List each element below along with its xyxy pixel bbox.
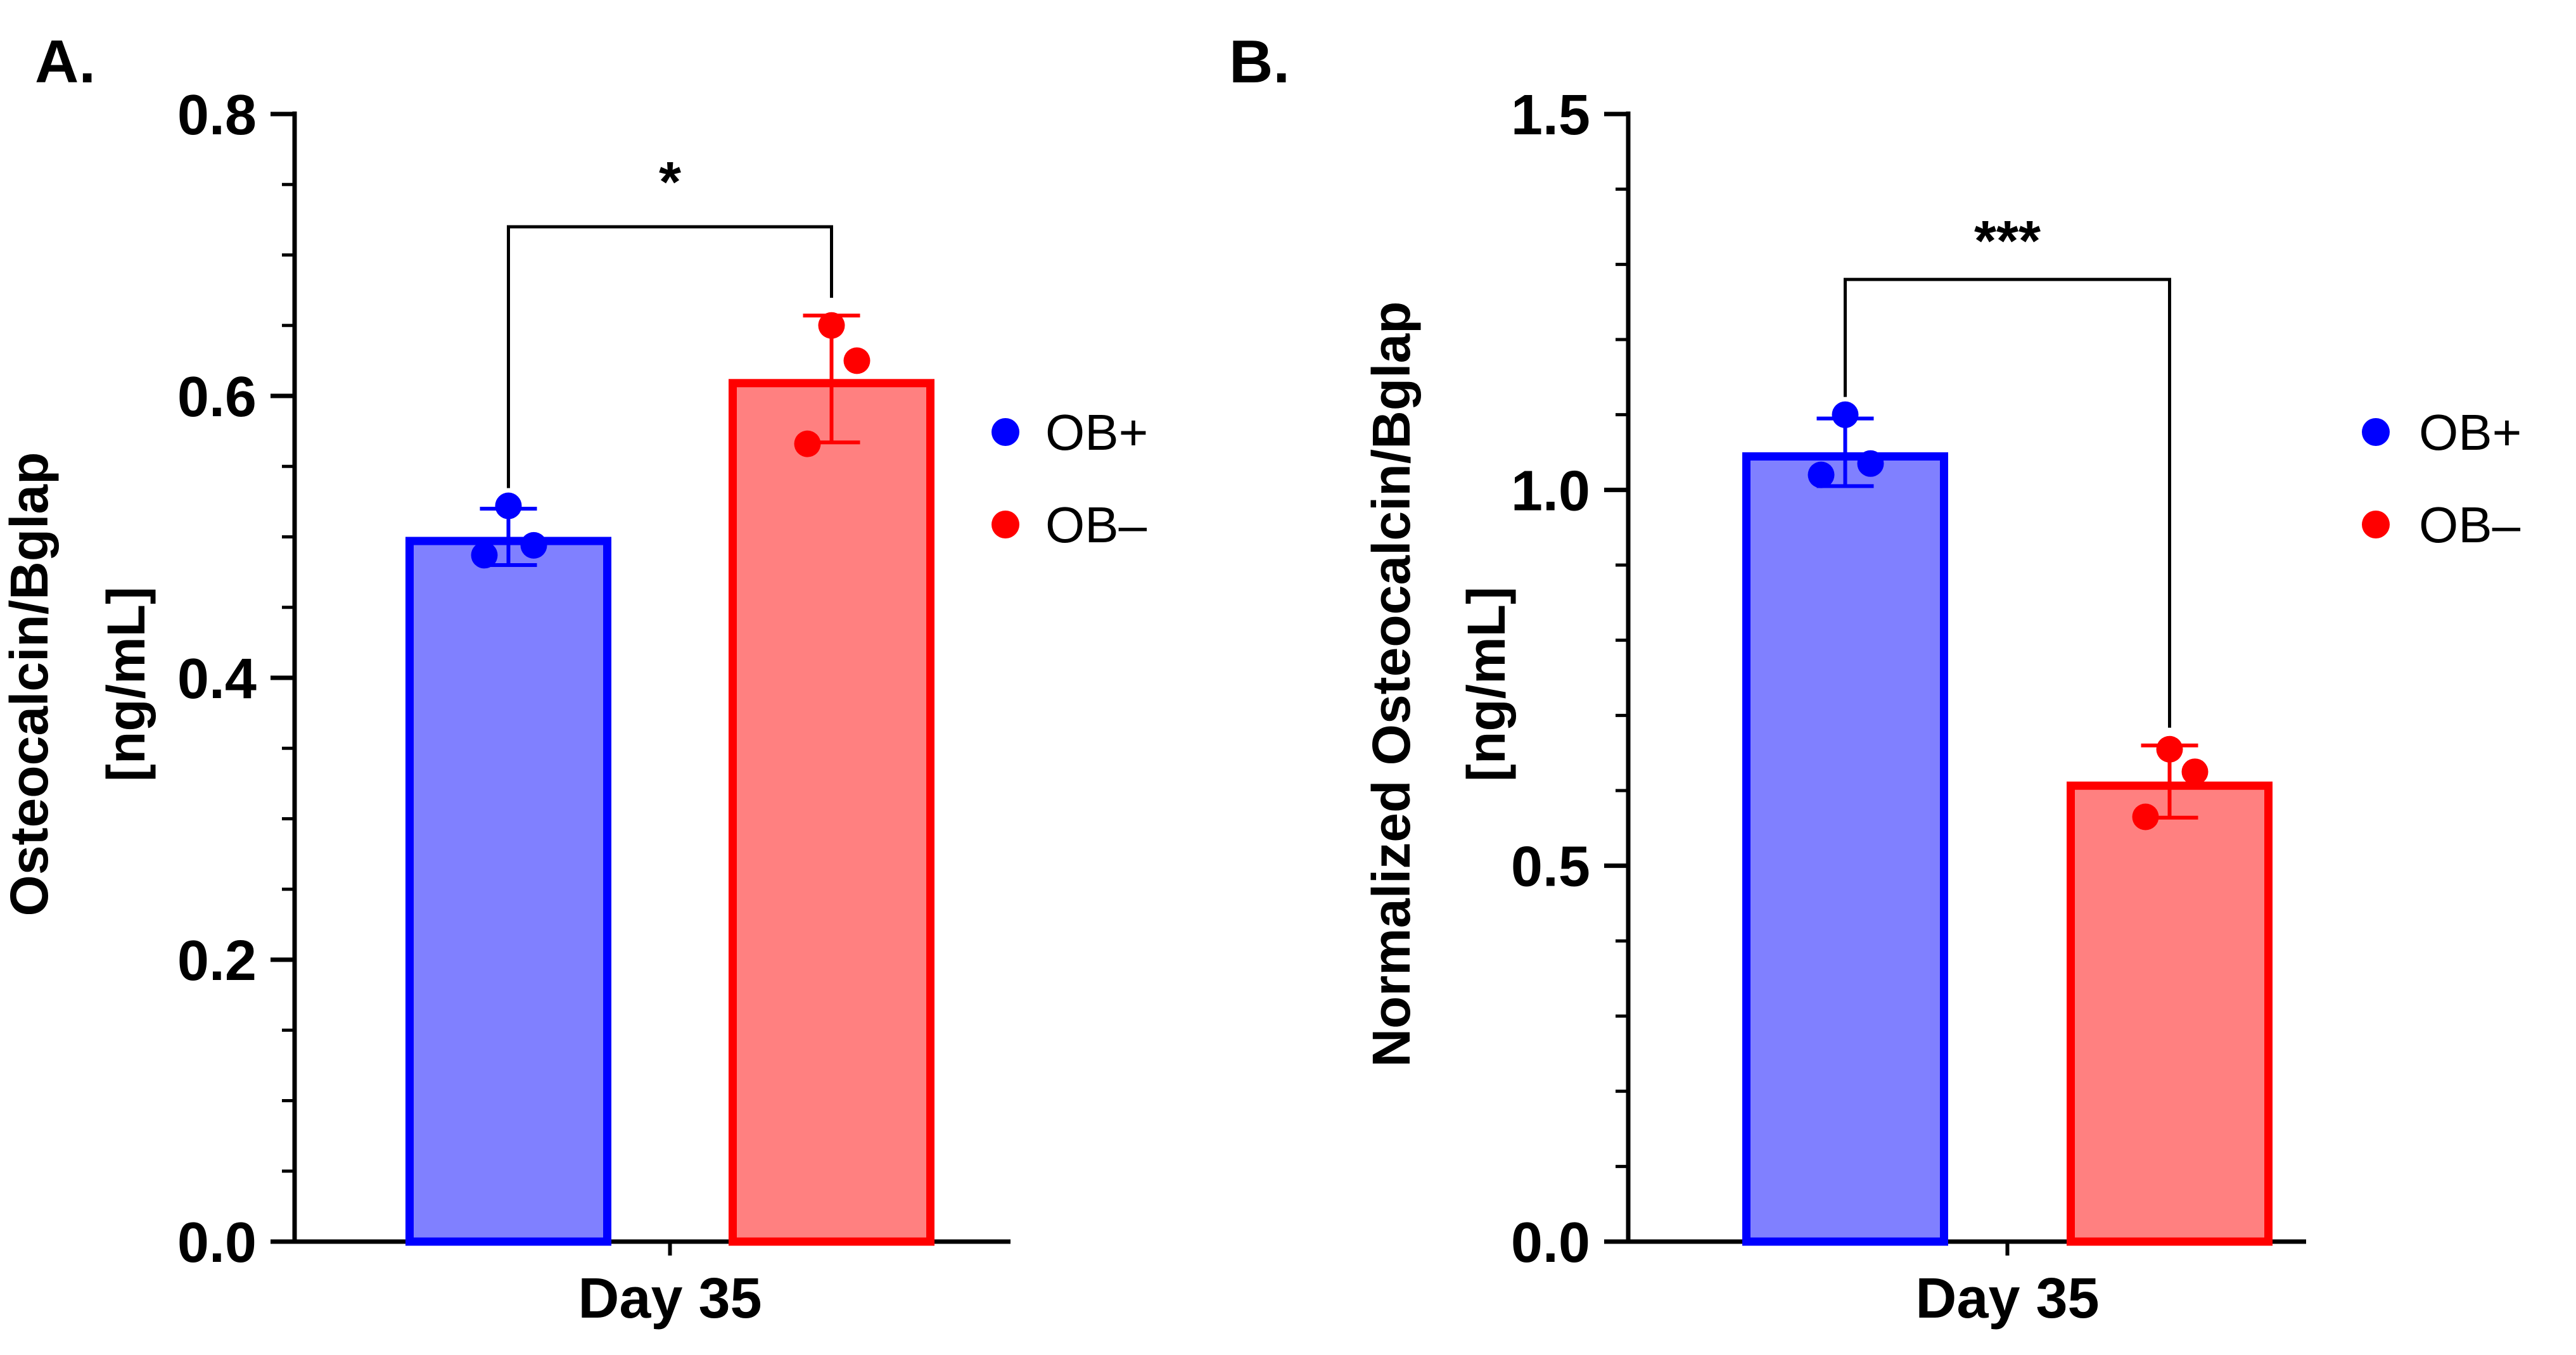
bar-ob-minus — [2067, 781, 2273, 1246]
significance-label: *** — [1974, 210, 2041, 273]
data-point — [794, 430, 821, 457]
legend-label-ob-plus: OB+ — [2419, 404, 2522, 461]
y-tick-label: 0.5 — [1511, 836, 1590, 899]
legend-marker-ob-plus — [2362, 418, 2390, 446]
data-point — [818, 312, 845, 339]
bar-ob-minus — [729, 379, 934, 1246]
data-point — [2132, 803, 2159, 830]
y-tick-label: 0.2 — [177, 929, 257, 993]
y-tick-label: 0.0 — [177, 1211, 257, 1275]
y-axis-title-line: [ng/mL] — [1457, 587, 1516, 782]
data-point — [1832, 401, 1859, 428]
y-axis-title-line: Normalized Osteocalcin/Bglap — [1361, 302, 1421, 1067]
y-tick-label: 0.8 — [177, 84, 257, 147]
legend-label-ob-minus: OB– — [2419, 497, 2521, 553]
x-tick-label: Day 35 — [578, 1267, 762, 1330]
panel-a: A. Osteocalcin/Bglap [ng/mL] 0.0 0.2 0.4 0.6 0.… — [0, 28, 1148, 1330]
data-point — [1808, 461, 1835, 488]
bar-ob-plus — [1742, 452, 1948, 1246]
y-tick-label: 1.0 — [1511, 459, 1590, 523]
legend-marker-ob-plus — [992, 418, 1019, 446]
data-point — [843, 347, 870, 374]
x-tick-label: Day 35 — [1915, 1267, 2099, 1330]
significance-label: * — [659, 151, 681, 214]
y-tick-label: 0.6 — [177, 366, 257, 429]
panel-b: B. Normalized Osteocalcin/Bglap [ng/mL] 0.0… — [1229, 28, 2522, 1330]
legend-marker-ob-minus — [992, 511, 1019, 538]
y-tick-label: 0.4 — [177, 647, 257, 711]
legend-label-ob-plus: OB+ — [1045, 404, 1148, 461]
panel-label: B. — [1229, 28, 1290, 96]
significance-bracket — [1844, 277, 2171, 728]
bar-ob-plus — [405, 537, 611, 1246]
data-point — [471, 542, 498, 569]
data-point — [2156, 735, 2183, 763]
data-point — [1857, 450, 1884, 477]
legend-label-ob-minus: OB– — [1045, 497, 1147, 553]
y-axis-title-line: Osteocalcin/Bglap — [0, 452, 59, 917]
panel-label: A. — [35, 28, 96, 96]
y-tick-label: 0.0 — [1511, 1211, 1590, 1275]
legend-marker-ob-minus — [2362, 511, 2390, 538]
significance-bracket — [507, 225, 833, 488]
data-point — [520, 531, 547, 559]
y-tick-label: 1.5 — [1511, 84, 1590, 147]
data-point — [495, 492, 522, 519]
y-axis-title-line: [ng/mL] — [96, 587, 156, 782]
data-point — [2181, 758, 2209, 786]
